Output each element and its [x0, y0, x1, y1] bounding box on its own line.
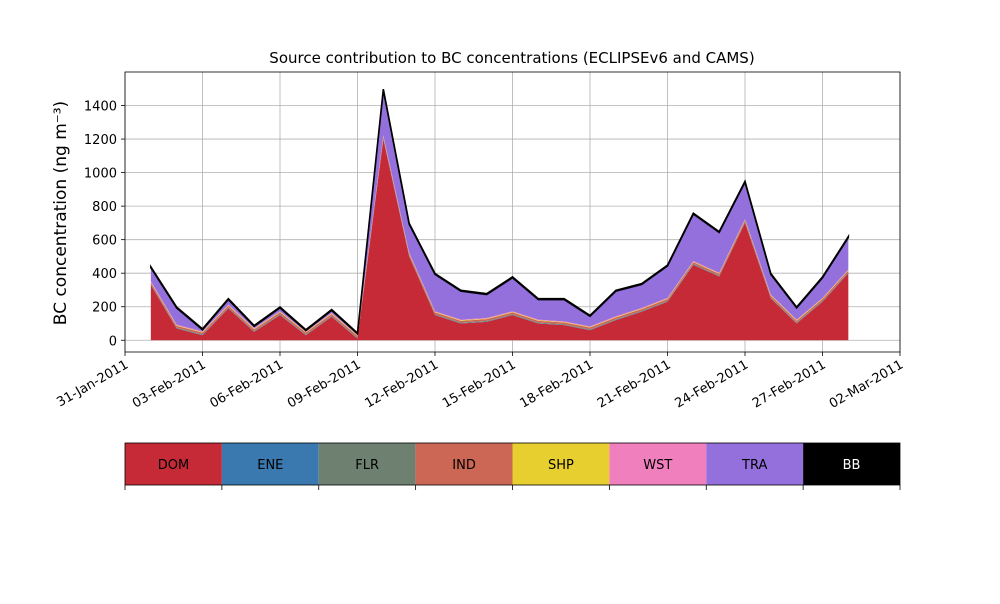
legend-swatch [609, 443, 707, 485]
y-tick-label: 600 [92, 234, 117, 249]
plot-frame [124, 71, 901, 353]
area [150, 139, 849, 341]
x-tick-label: 09-Feb-2011 [285, 357, 364, 411]
legend-swatch [221, 443, 319, 485]
legend-label: ENE [257, 458, 283, 473]
x-tick-label: 12-Feb-2011 [362, 357, 441, 411]
legend-label: TRA [741, 458, 767, 473]
legend-label: IND [452, 458, 476, 473]
y-tick-label: 1000 [84, 167, 117, 182]
y-axis-label: BC concentration (ng m⁻³) [51, 101, 71, 325]
x-tick-label: 27-Feb-2011 [750, 357, 829, 411]
x-tick-label: 18-Feb-2011 [517, 357, 596, 411]
legend-label: FLR [355, 458, 379, 473]
x-tick-label: 06-Feb-2011 [207, 357, 286, 411]
legend-swatch [803, 443, 900, 485]
x-tick-label: 31-Jan-2011 [54, 357, 131, 410]
legend-swatch [706, 443, 804, 485]
y-tick-label: 0 [109, 334, 117, 349]
legend-frame [124, 442, 901, 486]
x-tick-label: 03-Feb-2011 [130, 357, 209, 411]
legend-label: WST [643, 458, 672, 473]
y-tick-label: 400 [92, 267, 117, 282]
y-tick-label: 800 [92, 200, 117, 215]
legend-label: DOM [158, 458, 189, 473]
legend-label: BB [843, 458, 861, 473]
legend-swatch [415, 443, 513, 485]
legend-swatch [512, 443, 610, 485]
legend-label: SHP [548, 458, 574, 473]
chart-title: Source contribution to BC concentrations… [269, 49, 754, 67]
x-tick-label: 02-Mar-2011 [827, 357, 906, 411]
area [150, 89, 849, 335]
x-tick-label: 24-Feb-2011 [672, 357, 751, 411]
y-tick-label: 1200 [84, 133, 117, 148]
x-tick-label: 15-Feb-2011 [440, 357, 519, 411]
legend-swatch [125, 443, 222, 485]
x-tick-label: 21-Feb-2011 [595, 357, 674, 411]
y-tick-label: 200 [92, 301, 117, 316]
legend-swatch [318, 443, 416, 485]
y-tick-label: 1400 [84, 100, 117, 115]
area [150, 88, 850, 336]
